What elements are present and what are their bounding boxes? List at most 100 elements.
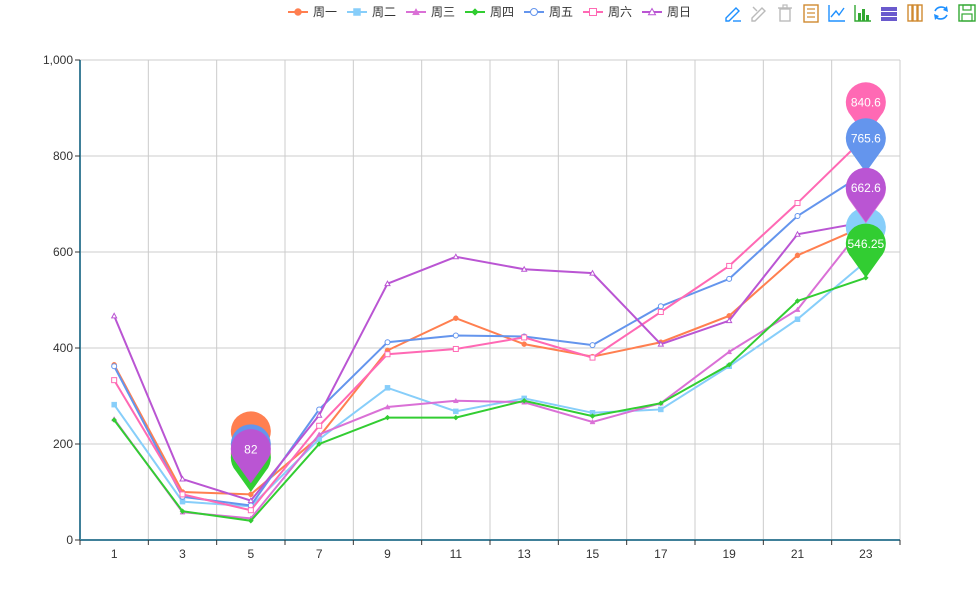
x-tick-label: 23	[859, 547, 873, 561]
legend-label: 周五	[549, 5, 573, 19]
refresh-icon	[934, 6, 948, 20]
data-point	[589, 342, 596, 349]
data-point	[316, 431, 323, 437]
data-point	[111, 417, 118, 423]
legend-label: 周三	[431, 5, 455, 19]
data-point	[589, 413, 596, 420]
data-point	[179, 491, 186, 498]
data-point	[247, 517, 254, 524]
data-point	[384, 385, 391, 391]
stack-tool[interactable]	[879, 2, 899, 22]
legend: 周一 周二 周三 周四 周五 周六 周日	[288, 5, 691, 19]
toolbox	[723, 2, 977, 23]
data-point	[179, 498, 186, 505]
save-icon	[958, 4, 976, 22]
max-pin-series-7[interactable]: 662.6	[845, 167, 886, 222]
pin-marker	[845, 82, 886, 137]
y-tick-label: 200	[53, 437, 73, 451]
line-chart-tool[interactable]	[827, 2, 847, 22]
pencil-icon	[725, 7, 741, 22]
series-line	[113, 276, 867, 522]
x-tick-label: 15	[586, 547, 600, 561]
mark-clear-tool[interactable]	[775, 2, 795, 22]
data-point	[452, 345, 459, 352]
data-point	[589, 418, 596, 425]
tiled-tool[interactable]	[905, 2, 925, 22]
data-point	[794, 316, 801, 322]
x-tick-label: 9	[384, 547, 391, 561]
max-pin-cluster[interactable]: 82	[230, 429, 271, 484]
bar-chart-tool[interactable]	[853, 2, 873, 22]
legend-item[interactable]: 周五	[524, 5, 573, 19]
data-point	[657, 309, 664, 315]
data-point	[794, 230, 801, 237]
series-line	[113, 220, 867, 502]
pin-marker	[845, 167, 886, 222]
max-pin-series-5[interactable]: 765.6	[845, 118, 886, 173]
restore-tool[interactable]	[931, 2, 951, 22]
series-line	[113, 260, 867, 508]
save-image-tool[interactable]	[957, 2, 977, 22]
legend-item[interactable]: 周六	[583, 5, 632, 19]
max-pin-series-6[interactable]: 840.6	[845, 82, 886, 137]
data-point	[316, 441, 323, 447]
data-point	[111, 363, 118, 370]
data-point	[726, 262, 733, 269]
document-icon	[803, 4, 819, 23]
legend-item[interactable]: 周二	[347, 5, 396, 19]
data-point	[247, 497, 255, 504]
pencil-undo-icon	[751, 6, 766, 22]
data-point	[794, 213, 801, 219]
x-tick-label: 19	[722, 547, 736, 561]
pin-marker	[845, 118, 886, 173]
y-tick-label: 1,000	[43, 53, 73, 67]
data-point	[725, 317, 733, 324]
mark-tool[interactable]	[723, 2, 743, 22]
legend-symbol	[294, 8, 302, 16]
pin-label: 546.25	[847, 237, 884, 251]
x-tick-label: 11	[450, 547, 463, 561]
data-point	[384, 414, 391, 421]
y-tick-label: 0	[66, 533, 73, 547]
series-line	[113, 135, 867, 512]
legend-item[interactable]: 周四	[465, 5, 514, 19]
data-point	[589, 269, 596, 276]
x-tick-label: 17	[654, 547, 668, 561]
data-point	[315, 411, 323, 418]
legend-label: 周日	[667, 5, 691, 19]
data-point	[452, 414, 459, 421]
data-point	[179, 508, 186, 515]
x-tick-label: 7	[316, 547, 323, 561]
x-tick-label: 13	[517, 547, 531, 561]
x-tick-label: 1	[111, 547, 118, 561]
data-point	[657, 303, 664, 310]
data-point	[452, 397, 459, 404]
legend-label: 周一	[313, 5, 337, 19]
data-point	[316, 422, 323, 429]
legend-item[interactable]: 周一	[288, 5, 337, 19]
legend-item[interactable]: 周日	[642, 5, 691, 19]
mark-undo-tool[interactable]	[749, 2, 769, 22]
data-point	[520, 265, 528, 272]
legend-symbol	[412, 7, 420, 16]
max-pin-series-4[interactable]: 546.25	[845, 223, 886, 278]
data-view-tool[interactable]	[801, 2, 821, 23]
pin-marker	[230, 429, 271, 484]
data-point	[657, 400, 664, 407]
data-point	[179, 475, 186, 482]
data-point	[726, 348, 733, 355]
data-point	[384, 351, 391, 358]
legend-item[interactable]: 周三	[406, 5, 455, 19]
series-4	[111, 274, 869, 524]
legend-label: 周四	[490, 5, 514, 19]
x-tick-label: 3	[179, 547, 186, 561]
pin-label: 82	[244, 442, 258, 456]
data-point	[110, 312, 118, 319]
pin-label: 765.6	[851, 132, 881, 146]
data-point	[111, 401, 117, 408]
data-point	[726, 275, 733, 282]
series-line	[113, 222, 867, 520]
